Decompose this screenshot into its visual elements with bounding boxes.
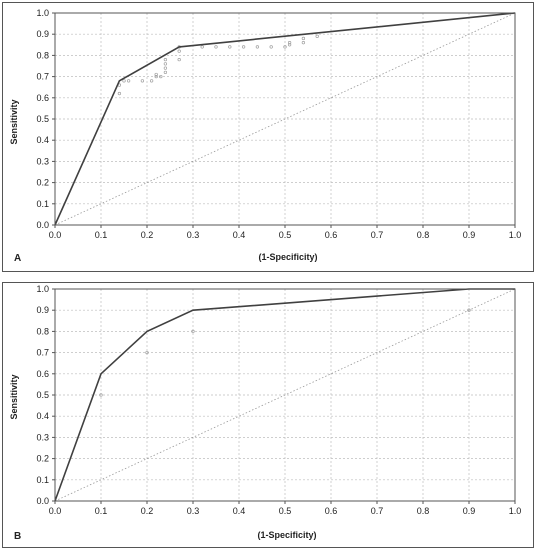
data-point <box>163 70 168 75</box>
data-point <box>301 41 306 45</box>
data-point <box>159 74 163 79</box>
reference-diagonal <box>54 12 516 226</box>
y-tick-label: 0.6 <box>36 93 49 103</box>
x-tick-label: 0.8 <box>417 506 430 516</box>
data-point <box>149 79 154 83</box>
x-tick-label: 0.9 <box>463 230 476 240</box>
y-tick-label: 0.2 <box>36 454 49 464</box>
data-point <box>163 57 168 62</box>
y-tick-label: 0.8 <box>36 326 49 336</box>
data-point <box>99 393 103 397</box>
x-tick-label: 0.2 <box>141 506 154 516</box>
data-point <box>301 36 306 41</box>
x-tick-label: 0.7 <box>371 230 384 240</box>
panel-label: B <box>14 531 21 542</box>
data-point <box>154 72 158 77</box>
data-point <box>117 91 122 96</box>
data-point <box>255 45 260 49</box>
y-tick-label: 0.2 <box>36 178 49 188</box>
data-point <box>287 41 292 45</box>
data-point <box>191 329 195 334</box>
roc-chart-b: 0.0 0.1 0.2 0.3 0.4 0.5 0.6 0.7 0.8 0.9 1.0 0.0 0.1… <box>9 284 522 542</box>
data-point <box>140 79 145 83</box>
x-tick-label: 0.4 <box>233 230 246 240</box>
reference-diagonal <box>54 288 516 502</box>
x-tick-label: 0.8 <box>417 230 430 240</box>
roc-curve <box>54 12 516 226</box>
data-point <box>177 57 181 62</box>
data-point <box>145 350 149 355</box>
y-tick-label: 0.5 <box>36 390 49 400</box>
x-tick-label: 1.0 <box>509 506 522 516</box>
y-axis-title: Sensitivity <box>9 99 19 144</box>
y-tick-label: 0.1 <box>36 199 49 209</box>
y-tick-label: 0.0 <box>36 496 49 506</box>
x-tick-label: 0.6 <box>325 506 338 516</box>
data-point <box>241 45 246 49</box>
x-axis-title: (1-Specificity) <box>257 530 316 540</box>
data-point <box>214 45 218 49</box>
x-tick-label: 0.5 <box>279 230 292 240</box>
x-tick-label: 0.7 <box>371 506 384 516</box>
roc-chart-a: 0.0 0.1 0.2 0.3 0.4 0.5 0.6 0.7 0.8 0.9 1.0 0.0 0.1… <box>9 8 522 264</box>
y-tick-label: 0.4 <box>36 411 49 421</box>
x-tick-label: 0.0 <box>49 230 62 240</box>
y-tick-label: 0.7 <box>36 348 49 358</box>
x-tick-label: 0.6 <box>325 230 338 240</box>
x-axis-title: (1-Specificity) <box>258 252 317 262</box>
y-tick-label: 1.0 <box>36 8 49 18</box>
y-tick-label: 1.0 <box>36 284 49 294</box>
y-tick-label: 0.7 <box>36 72 49 82</box>
x-tick-label: 1.0 <box>509 230 522 240</box>
data-point <box>163 62 168 66</box>
data-point <box>287 43 292 47</box>
y-tick-label: 0.9 <box>36 29 49 39</box>
data-point <box>200 45 204 49</box>
data-point <box>269 45 273 49</box>
data-point <box>283 45 287 49</box>
y-tick-label: 0.8 <box>36 50 49 60</box>
y-tick-label: 0.3 <box>36 432 49 442</box>
y-tick-label: 0.5 <box>36 114 49 124</box>
x-tick-label: 0.4 <box>233 506 246 516</box>
y-tick-label: 0.4 <box>36 135 49 145</box>
panel-label: A <box>14 253 21 264</box>
roc-panel-b: 0.0 0.1 0.2 0.3 0.4 0.5 0.6 0.7 0.8 0.9 1.0 0.0 0.1… <box>2 282 534 548</box>
x-tick-label: 0.3 <box>187 230 200 240</box>
data-point <box>177 49 181 53</box>
roc-panel-a: 0.0 0.1 0.2 0.3 0.4 0.5 0.6 0.7 0.8 0.9 1.0 0.0 0.1… <box>2 2 534 272</box>
x-tick-label: 0.5 <box>279 506 292 516</box>
data-point <box>126 79 131 83</box>
data-point <box>154 74 158 79</box>
y-tick-label: 0.9 <box>36 305 49 315</box>
data-point <box>122 79 126 83</box>
data-point <box>228 45 232 49</box>
x-tick-label: 0.1 <box>95 506 108 516</box>
y-tick-label: 0.1 <box>36 475 49 485</box>
y-axis-title: Sensitivity <box>9 374 19 419</box>
y-tick-label: 0.0 <box>36 220 49 230</box>
data-point <box>163 66 168 70</box>
x-tick-label: 0.2 <box>141 230 154 240</box>
data-point <box>467 308 471 312</box>
x-tick-label: 0.1 <box>95 230 108 240</box>
y-tick-label: 0.3 <box>36 156 49 166</box>
data-point <box>315 34 319 38</box>
y-tick-label: 0.6 <box>36 369 49 379</box>
x-tick-label: 0.3 <box>187 506 200 516</box>
x-tick-label: 0.0 <box>49 506 62 516</box>
x-tick-label: 0.9 <box>463 506 476 516</box>
